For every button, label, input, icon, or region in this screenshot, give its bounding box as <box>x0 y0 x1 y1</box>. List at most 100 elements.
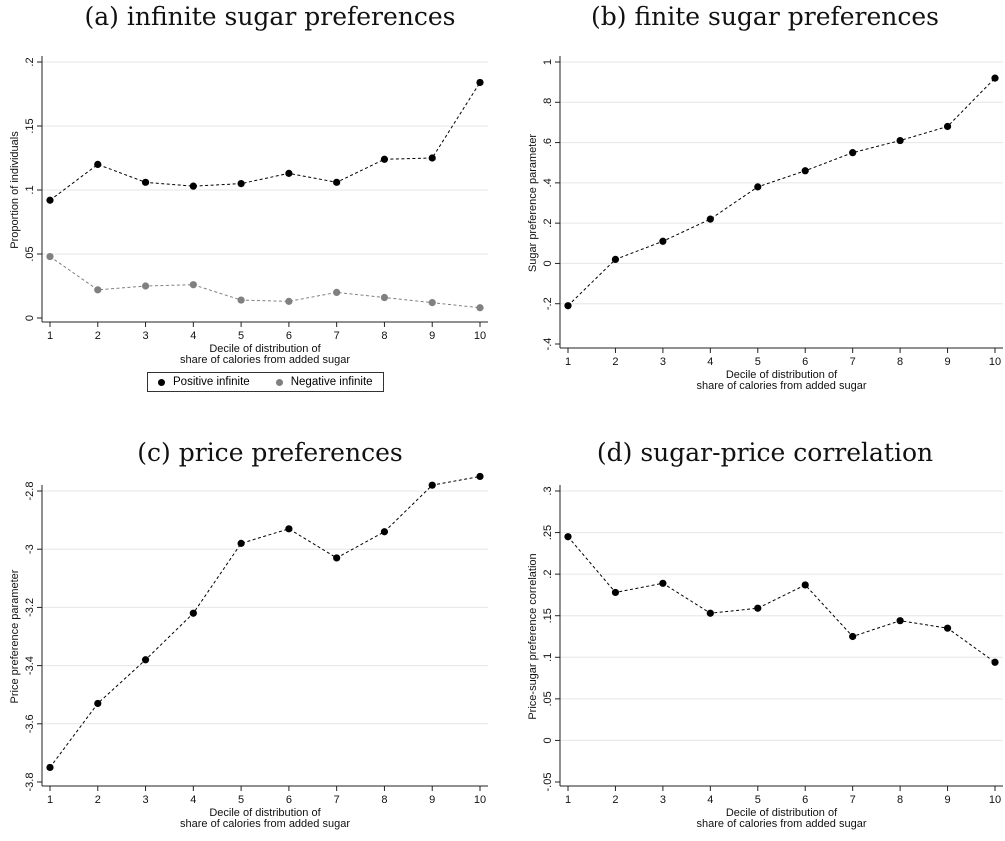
data-point-d-0-2 <box>659 579 667 587</box>
panel-d-title: (d) sugar-price correlation <box>596 438 934 467</box>
chart-b: -.4 -.2 0 .2 .4 .6 .8 1 1 2 3 4 5 6 7 8 9 10 Decile of dis… <box>527 56 1003 392</box>
legend-label-positive-infinite: Positive infinite <box>173 376 250 388</box>
data-point-a-1-2 <box>141 282 150 290</box>
y-tick-label-b-0: -.4 <box>542 338 554 351</box>
y-tick-label-d-3: .1 <box>542 653 554 662</box>
y-tick-label-a-3: .15 <box>24 118 36 133</box>
x-tick-label-b-1: 2 <box>612 356 618 368</box>
x-tick-label-d-5: 6 <box>802 794 808 806</box>
x-tick-label-b-3: 4 <box>707 356 713 368</box>
panel-c-title: (c) price preferences <box>137 438 403 467</box>
data-point-a-1-9 <box>476 304 484 312</box>
data-point-d-0-5 <box>801 581 809 589</box>
x-axis-label-c-0: Decile of distribution of <box>209 807 321 819</box>
data-point-c-0-6 <box>333 554 341 562</box>
data-point-b-0-9 <box>991 74 999 82</box>
y-tick-label-c-5: -2.8 <box>24 482 36 501</box>
y-tick-label-a-4: .2 <box>24 57 36 66</box>
x-tick-label-b-8: 9 <box>944 356 950 368</box>
legend-item-positive-infinite: Positive infinite <box>158 376 250 388</box>
x-tick-label-c-2: 3 <box>142 794 148 806</box>
x-tick-label-a-1: 2 <box>95 330 101 342</box>
data-point-c-0-5 <box>285 525 293 533</box>
y-tick-label-b-7: 1 <box>542 59 554 65</box>
chart-a-legend: Positive infinite Negative infinite <box>147 372 384 392</box>
x-tick-label-b-4: 5 <box>755 356 761 368</box>
data-point-a-0-6 <box>333 178 341 186</box>
y-tick-label-b-5: .6 <box>542 138 554 147</box>
chart-a: 0 .05 .1 .15 .2 1 2 3 4 5 6 7 8 9 10 Decile of distribu… <box>9 56 488 366</box>
data-point-d-0-1 <box>611 588 620 597</box>
data-point-a-1-7 <box>380 293 389 302</box>
y-tick-label-c-2: -3.4 <box>24 656 36 675</box>
y-tick-label-c-3: -3.2 <box>24 598 36 617</box>
y-tick-label-d-4: .15 <box>542 608 554 623</box>
data-point-a-0-4 <box>237 180 245 188</box>
x-tick-label-d-0: 1 <box>565 794 571 806</box>
x-tick-label-a-8: 9 <box>429 330 435 342</box>
y-axis-label-c: Price preference parameter <box>9 569 21 703</box>
data-point-a-1-3 <box>189 281 197 289</box>
data-point-d-0-4 <box>754 604 762 612</box>
legend-marker-positive-infinite <box>158 378 165 386</box>
x-tick-label-d-8: 9 <box>944 794 950 806</box>
series-line-a-0 <box>49 82 481 201</box>
data-point-c-0-8 <box>428 481 436 489</box>
data-point-d-0-3 <box>706 609 714 617</box>
data-point-a-0-5 <box>285 169 293 177</box>
x-tick-label-b-9: 10 <box>989 356 1001 368</box>
y-tick-label-c-4: -3 <box>24 544 36 554</box>
data-point-b-0-2 <box>659 237 667 245</box>
y-tick-label-c-0: -3.8 <box>24 773 36 792</box>
y-axis-label-b: Sugar preference parameter <box>527 134 539 273</box>
data-point-b-0-7 <box>896 136 904 145</box>
x-tick-label-d-2: 3 <box>660 794 666 806</box>
data-point-a-1-5 <box>285 297 293 305</box>
y-tick-label-b-3: .2 <box>542 219 554 228</box>
data-point-d-0-0 <box>564 533 572 541</box>
data-point-c-0-4 <box>237 539 245 547</box>
x-tick-label-b-6: 7 <box>850 356 856 368</box>
legend-label-negative-infinite: Negative infinite <box>290 376 373 388</box>
x-tick-label-d-7: 8 <box>897 794 903 806</box>
x-axis-label-a-1: share of calories from added sugar <box>180 354 350 366</box>
y-tick-label-d-5: .2 <box>542 570 554 579</box>
x-tick-label-d-6: 7 <box>850 794 856 806</box>
x-tick-label-c-9: 10 <box>474 794 486 806</box>
data-point-a-0-0 <box>46 196 54 204</box>
data-point-c-0-1 <box>94 699 102 708</box>
x-tick-label-c-5: 6 <box>286 794 292 806</box>
x-tick-label-a-4: 5 <box>238 330 244 342</box>
x-axis-label-b-1: share of calories from added sugar <box>697 380 867 392</box>
y-tick-label-a-1: .05 <box>24 246 36 261</box>
y-tick-label-b-6: .8 <box>542 98 554 107</box>
x-tick-label-c-0: 1 <box>47 794 53 806</box>
data-point-a-1-0 <box>46 252 54 261</box>
chart-d: -.05 0 .05 .1 .15 .2 .25 .3 1 2 3 4 5 6 7 8 9 10 Decile of… <box>527 485 1003 830</box>
data-point-b-0-5 <box>801 167 809 175</box>
x-tick-label-a-0: 1 <box>47 330 53 342</box>
data-point-c-0-3 <box>189 609 197 617</box>
y-tick-label-c-1: -3.6 <box>24 714 36 733</box>
data-point-b-0-3 <box>706 215 714 223</box>
y-axis-label-d: Price-sugar preference correlation <box>527 553 539 719</box>
x-tick-label-b-7: 8 <box>897 356 903 368</box>
legend-item-negative-infinite: Negative infinite <box>275 376 373 388</box>
x-tick-label-c-7: 8 <box>381 794 387 806</box>
x-tick-label-c-4: 5 <box>238 794 244 806</box>
x-tick-label-c-1: 2 <box>95 794 101 806</box>
data-point-c-0-2 <box>141 656 150 664</box>
series-line-d-0 <box>567 536 996 663</box>
series-line-c-0 <box>49 475 481 768</box>
y-tick-label-b-2: 0 <box>542 260 554 266</box>
x-tick-label-d-1: 2 <box>612 794 618 806</box>
y-tick-label-b-4: .4 <box>542 178 554 187</box>
data-point-d-0-7 <box>896 617 904 625</box>
chart-c: -3.8 -3.6 -3.4 -3.2 -3 -2.8 1 2 3 4 5 6 7 8 9 10 Decile … <box>9 472 488 830</box>
legend-marker-negative-infinite <box>275 378 283 386</box>
data-point-b-0-4 <box>754 183 762 191</box>
x-tick-label-c-3: 4 <box>190 794 196 806</box>
y-tick-label-b-1: -.2 <box>542 297 554 310</box>
data-point-d-0-9 <box>991 658 999 666</box>
y-tick-label-d-7: .3 <box>542 486 554 495</box>
